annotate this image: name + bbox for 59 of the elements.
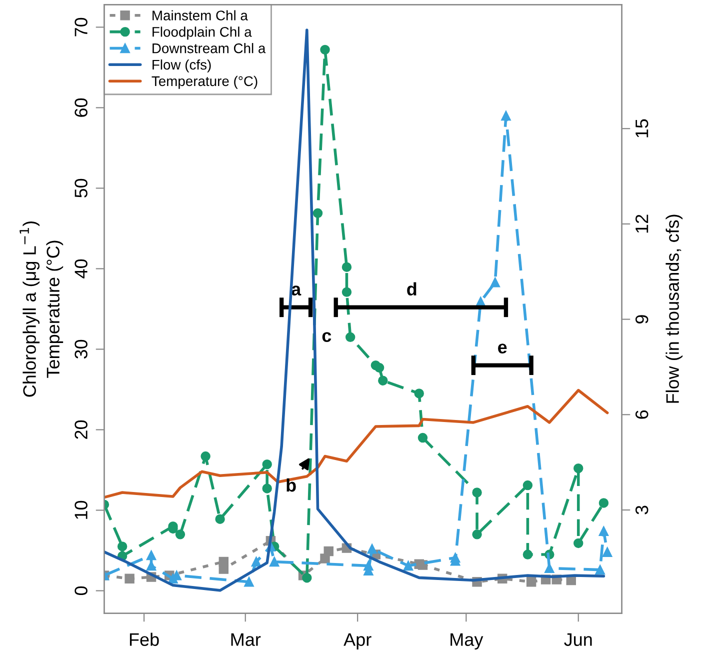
point xyxy=(146,550,156,560)
point xyxy=(574,464,584,474)
annotation: e xyxy=(498,344,507,354)
point xyxy=(544,563,554,574)
point xyxy=(501,110,511,121)
y-tick-label: 40 xyxy=(74,259,88,278)
annotation: d xyxy=(407,282,416,296)
x-tick-label: Feb xyxy=(130,632,159,646)
point xyxy=(522,480,533,490)
legend-label: Floodplain Chl a xyxy=(152,26,252,40)
point xyxy=(490,278,500,288)
point xyxy=(602,547,612,557)
point xyxy=(522,550,533,560)
y-tick-label: 10 xyxy=(74,500,88,519)
point xyxy=(574,538,584,548)
point xyxy=(342,262,352,272)
point xyxy=(342,287,352,297)
point xyxy=(117,542,128,552)
x-tick-label: Apr xyxy=(344,633,372,650)
y-tick-label: 0 xyxy=(74,586,88,596)
point xyxy=(378,376,388,386)
point xyxy=(367,544,377,554)
point xyxy=(175,530,186,540)
point xyxy=(472,488,482,498)
y-tick-label: 50 xyxy=(74,178,88,198)
point xyxy=(598,498,609,508)
x-tick-label: Mar xyxy=(231,633,261,646)
point xyxy=(414,388,424,398)
point xyxy=(598,526,609,536)
point xyxy=(403,560,414,571)
point xyxy=(218,564,229,574)
legend-label: Temperature (°C) xyxy=(152,76,258,89)
legend-label: Mainstem Chl a xyxy=(152,10,248,20)
y2-tick-label: 15 xyxy=(636,119,648,138)
point xyxy=(595,564,605,575)
y2-axis-title: Flow (in thousands, cfs) xyxy=(666,214,683,403)
x-tick-label: May xyxy=(450,633,484,650)
point xyxy=(345,332,356,342)
point xyxy=(526,577,536,587)
y2-tick-label: 9 xyxy=(635,315,648,324)
legend-label: Downstream Chl a xyxy=(152,43,266,54)
y2-tick-label: 3 xyxy=(635,506,648,514)
point xyxy=(200,451,210,462)
point xyxy=(418,432,428,443)
legend-label: Flow (cfs) xyxy=(152,59,211,72)
point xyxy=(215,514,225,524)
y-axis-title: Chlorophyll a (μg L$^{−1}$) Temperature (°C) xyxy=(20,222,64,397)
point xyxy=(124,574,134,584)
y2-tick-label: 12 xyxy=(635,214,648,233)
point xyxy=(472,530,482,540)
annotation: b xyxy=(286,478,296,492)
point xyxy=(374,362,384,373)
y-tick-label: 70 xyxy=(74,18,88,36)
x-tick-label: Jun xyxy=(564,633,592,646)
y-tick-label: 30 xyxy=(74,340,88,359)
y-tick-label: 60 xyxy=(74,98,88,117)
y-tick-label: 20 xyxy=(74,420,88,439)
annotation: c xyxy=(322,332,332,342)
y2-tick-label: 6 xyxy=(635,410,648,419)
